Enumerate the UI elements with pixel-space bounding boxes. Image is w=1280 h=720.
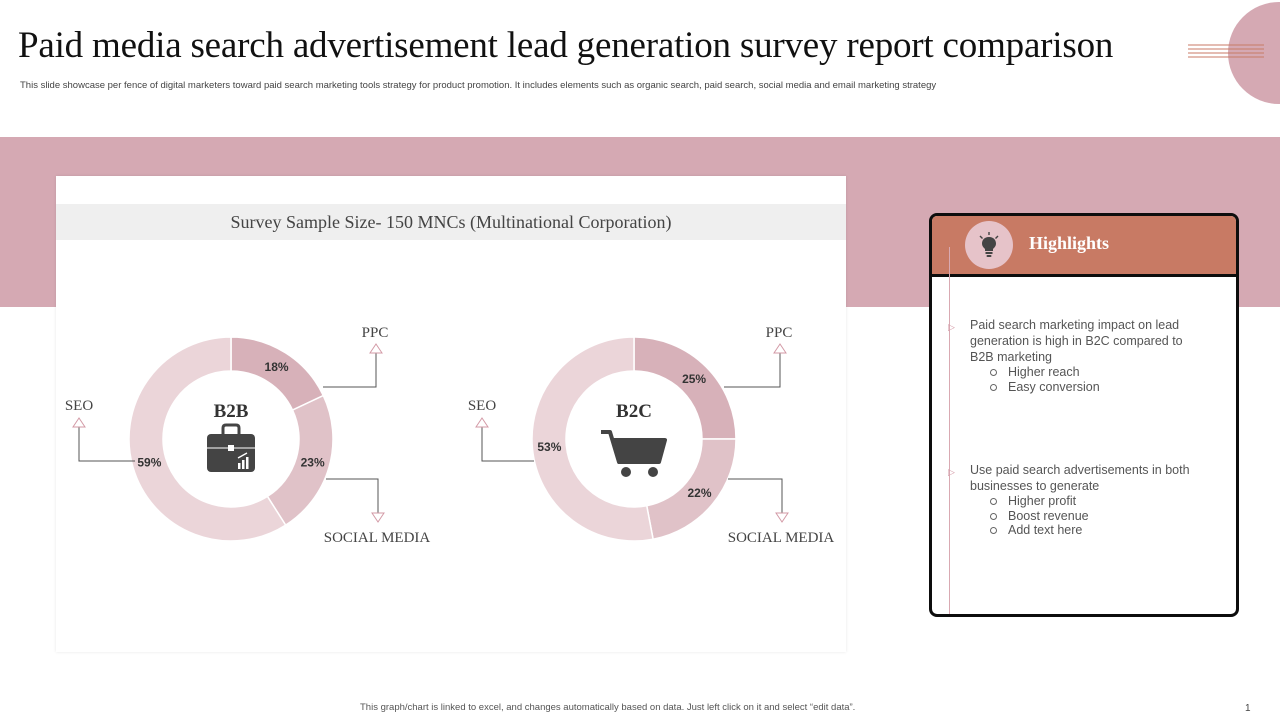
arrow-marker-icon bbox=[72, 417, 86, 428]
donut-slice-b2c-seo bbox=[531, 336, 654, 542]
category-label-seo: SEO bbox=[468, 398, 497, 414]
briefcase-growth-icon bbox=[207, 423, 255, 472]
highlights-header: Highlights bbox=[932, 216, 1236, 277]
leader-line bbox=[326, 478, 379, 516]
data-label-b2c-seo: 53% bbox=[537, 440, 561, 454]
highlight-subitem: Boost revenue bbox=[990, 509, 1200, 524]
center-label-b2c: B2C bbox=[616, 401, 652, 422]
leader-line bbox=[724, 350, 781, 388]
highlights-panel: Highlights ▷ Paid search marketing impac… bbox=[929, 213, 1239, 617]
arrow-marker-icon: ▷ bbox=[948, 467, 955, 477]
category-label-ppc: PPC bbox=[766, 325, 793, 341]
lightbulb-icon bbox=[965, 221, 1013, 269]
arrow-marker-icon: ▷ bbox=[948, 322, 955, 332]
category-label-social-media: SOCIAL MEDIA bbox=[728, 530, 835, 546]
decorative-lines bbox=[1188, 44, 1264, 58]
highlight-sublist: Higher reach Easy conversion bbox=[970, 365, 1200, 394]
highlight-subitem: Add text here bbox=[990, 523, 1200, 538]
data-label-b2b-ppc: 18% bbox=[265, 360, 289, 374]
highlight-subitem: Higher reach bbox=[990, 365, 1200, 380]
arrow-marker-icon bbox=[369, 343, 383, 354]
page-number: 1 bbox=[1245, 703, 1251, 714]
highlight-point: ▷ Paid search marketing impact on lead g… bbox=[948, 317, 1200, 394]
chart-card: Survey Sample Size- 150 MNCs (Multinatio… bbox=[56, 176, 846, 652]
page-subtitle: This slide showcase per fence of digital… bbox=[20, 80, 937, 91]
highlights-title: Highlights bbox=[1029, 233, 1110, 253]
arrow-marker-icon bbox=[775, 512, 789, 523]
category-label-seo: SEO bbox=[65, 398, 94, 414]
highlight-point-text: Use paid search advertisements in both b… bbox=[970, 463, 1190, 493]
data-label-b2c-social-media: 22% bbox=[687, 486, 711, 500]
leader-line bbox=[323, 350, 377, 388]
category-label-social-media: SOCIAL MEDIA bbox=[324, 530, 431, 546]
highlight-sublist: Higher profit Boost revenue Add text her… bbox=[970, 494, 1200, 538]
shopping-cart-icon bbox=[601, 430, 667, 477]
donut-slice-b2c-ppc bbox=[633, 336, 737, 440]
leader-line bbox=[78, 424, 135, 462]
donut-slice-b2b-seo bbox=[128, 336, 287, 542]
survey-sample-size-bar: Survey Sample Size- 150 MNCs (Multinatio… bbox=[56, 204, 846, 240]
page-title: Paid media search advertisement lead gen… bbox=[18, 25, 1114, 66]
arrow-marker-icon bbox=[773, 343, 787, 354]
data-label-b2c-ppc: 25% bbox=[682, 372, 706, 386]
center-label-b2b: B2B bbox=[214, 401, 249, 422]
leader-line bbox=[481, 424, 534, 462]
highlight-point-text: Paid search marketing impact on lead gen… bbox=[970, 318, 1183, 364]
highlight-point: ▷ Use paid search advertisements in both… bbox=[948, 462, 1200, 538]
donut-charts: 18% 23% 59% PPC SOCIAL MEDIA SEO B2B 25% 22% 53% P… bbox=[65, 325, 835, 546]
highlights-connector-line bbox=[949, 247, 950, 614]
highlight-subitem: Easy conversion bbox=[990, 380, 1200, 395]
category-label-ppc: PPC bbox=[362, 325, 389, 341]
data-label-b2b-social-media: 23% bbox=[301, 456, 325, 470]
leader-line bbox=[728, 478, 783, 516]
data-label-b2b-seo: 59% bbox=[137, 456, 161, 470]
arrow-marker-icon bbox=[475, 417, 489, 428]
highlight-subitem: Higher profit bbox=[990, 494, 1200, 509]
survey-sample-size-label: Survey Sample Size- 150 MNCs (Multinatio… bbox=[230, 211, 672, 232]
arrow-marker-icon bbox=[371, 512, 385, 523]
footer-note: This graph/chart is linked to excel, and… bbox=[360, 702, 856, 713]
